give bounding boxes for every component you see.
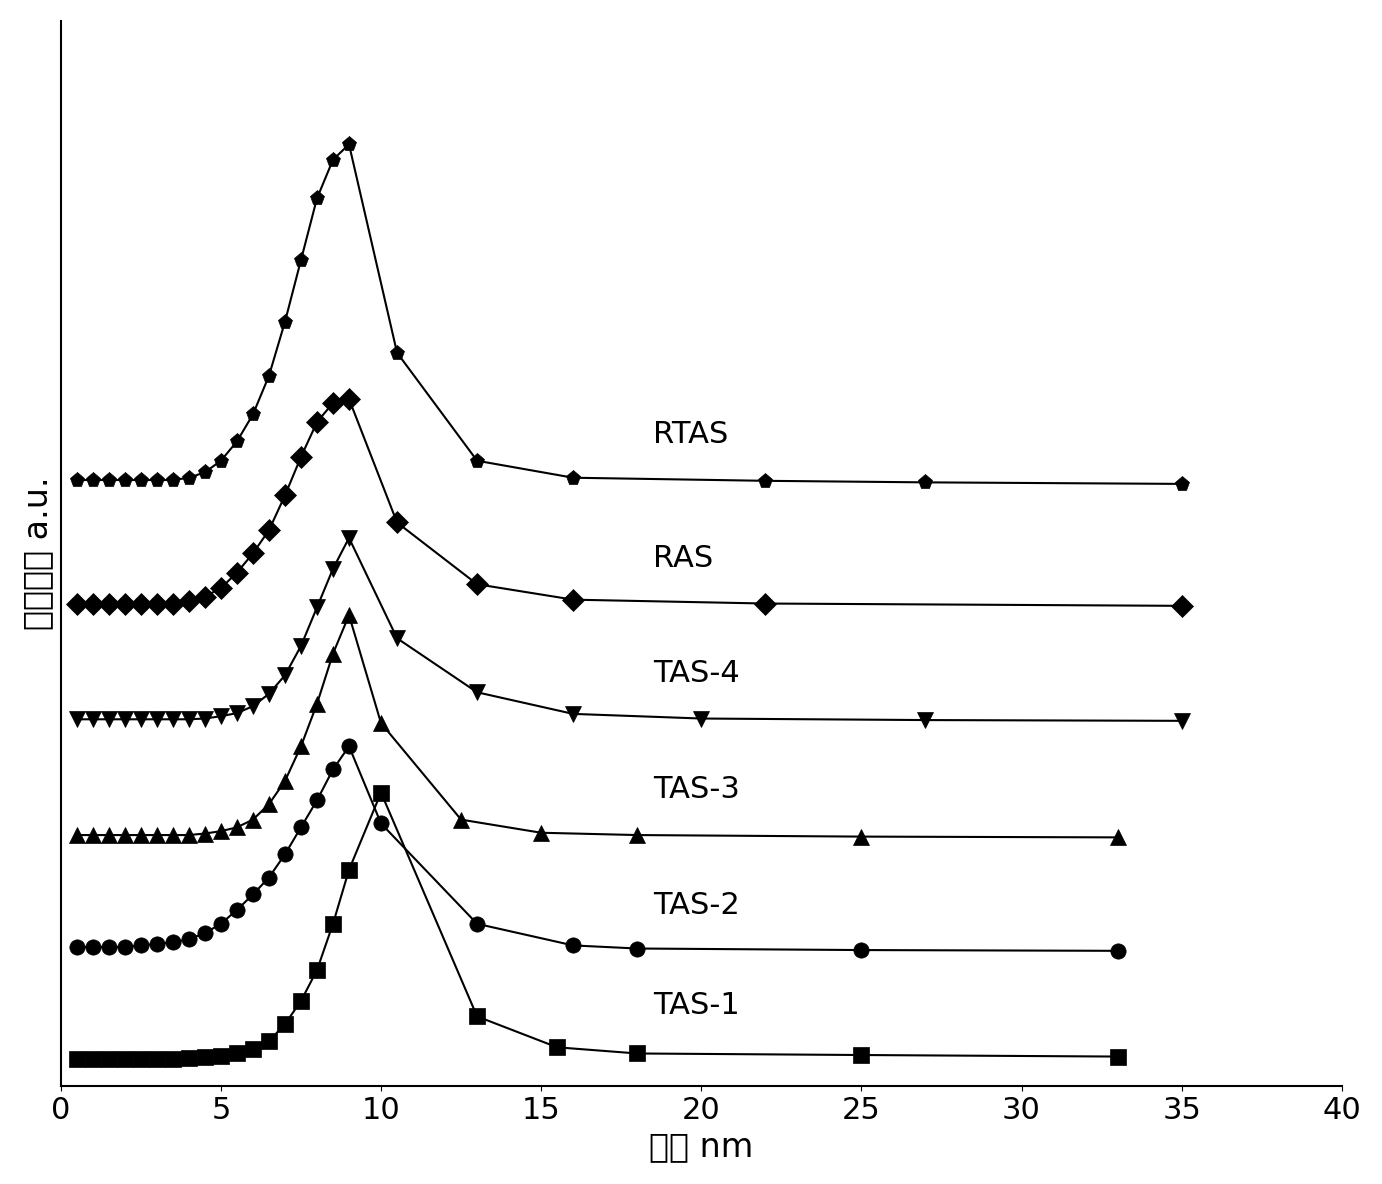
Text: TAS-3: TAS-3 xyxy=(654,776,741,804)
Text: TAS-1: TAS-1 xyxy=(654,991,739,1021)
Text: RAS: RAS xyxy=(654,543,713,573)
X-axis label: 孔径 nm: 孔径 nm xyxy=(650,1131,753,1163)
Text: TAS-2: TAS-2 xyxy=(654,890,739,920)
Y-axis label: 相对强度 a.u.: 相对强度 a.u. xyxy=(21,476,54,630)
Text: RTAS: RTAS xyxy=(654,420,728,449)
Text: TAS-4: TAS-4 xyxy=(654,659,739,688)
